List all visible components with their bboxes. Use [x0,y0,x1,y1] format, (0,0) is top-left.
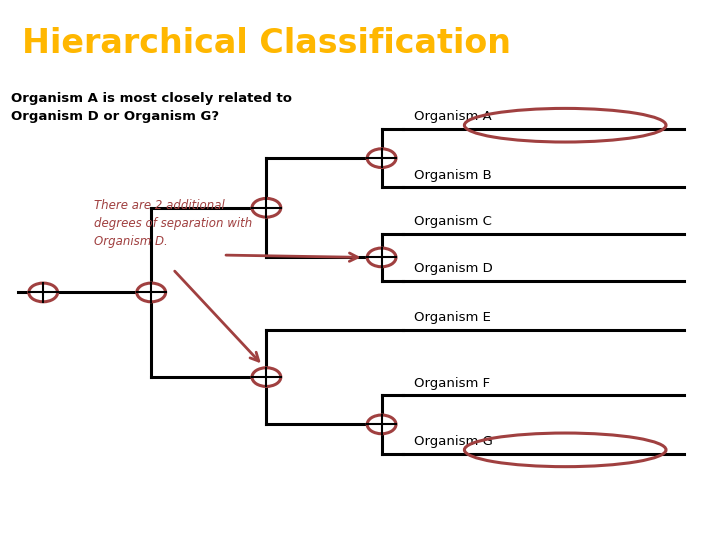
Text: Organism B: Organism B [414,168,492,182]
Circle shape [367,149,396,167]
Text: Organism A: Organism A [414,110,492,123]
Circle shape [367,248,396,267]
Text: Organism A is most closely related to
Organism D or Organism G?: Organism A is most closely related to Or… [11,92,292,123]
Text: Hierarchical Classification: Hierarchical Classification [22,27,510,60]
Text: Organism E: Organism E [414,311,491,324]
Circle shape [252,198,281,217]
Circle shape [252,368,281,387]
Circle shape [29,283,58,302]
Text: Organism C: Organism C [414,215,492,228]
Circle shape [367,415,396,434]
Text: Organism G: Organism G [414,435,493,448]
Text: There are 2 additional
degrees of separation with
Organism D.: There are 2 additional degrees of separa… [94,199,252,248]
Text: Organism F: Organism F [414,376,490,389]
Text: Organism D: Organism D [414,262,492,275]
Circle shape [137,283,166,302]
